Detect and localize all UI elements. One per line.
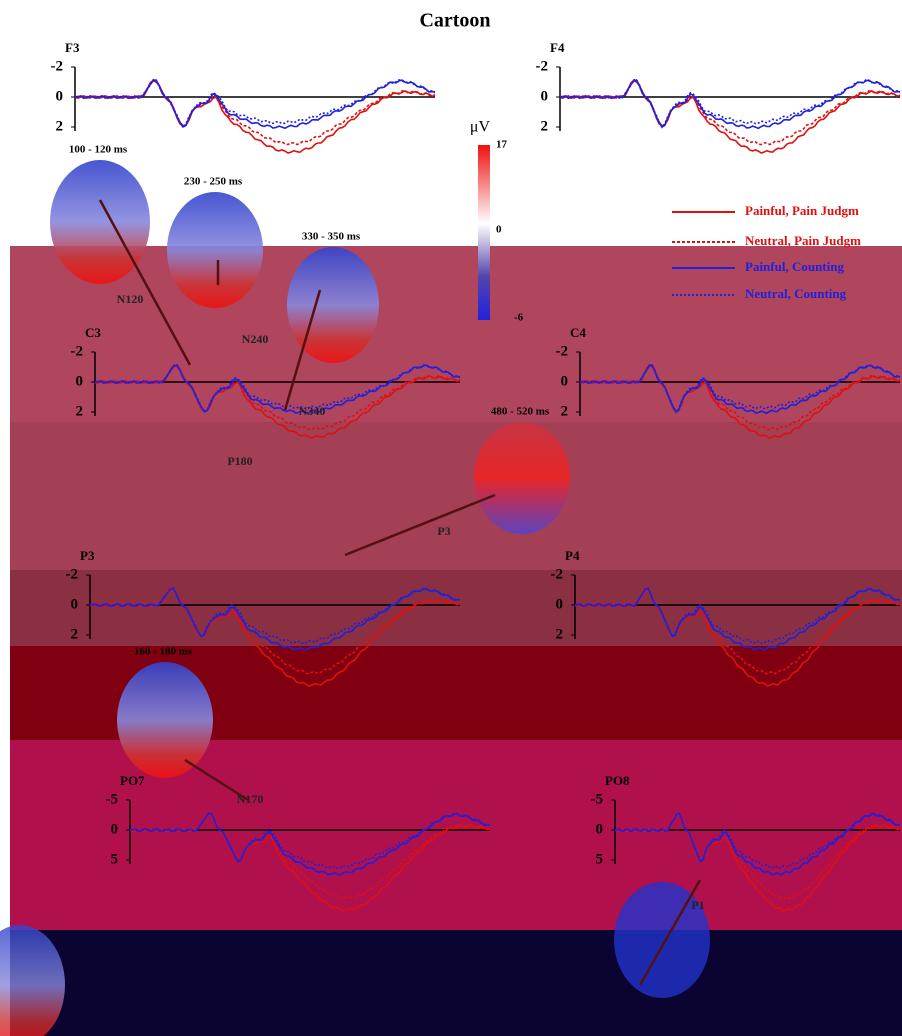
topomap-label: 100 - 120 ms	[69, 144, 128, 156]
y-tick-label: -2	[551, 566, 564, 582]
y-tick-label: 0	[596, 821, 604, 837]
waveform	[614, 811, 901, 870]
colorbar	[478, 145, 490, 320]
topomap-label: 160 - 180 ms	[134, 646, 193, 658]
waveform	[89, 587, 460, 651]
y-tick-label: 2	[76, 403, 84, 419]
topomap	[474, 422, 570, 534]
panel-label: F4	[550, 40, 565, 55]
y-tick-label: 5	[596, 851, 604, 867]
y-tick-label: 5	[111, 851, 119, 867]
colorbar-mid: 0	[496, 224, 502, 236]
component-label: P180	[227, 454, 252, 468]
topomap	[614, 882, 710, 998]
y-tick-label: -2	[71, 343, 84, 359]
legend-label: Neutral, Counting	[745, 286, 847, 301]
y-tick-label: 0	[556, 596, 564, 612]
component-label: N170	[237, 792, 264, 806]
waveform	[129, 812, 491, 870]
y-tick-label: -2	[536, 58, 549, 74]
panel-label: C4	[570, 325, 586, 340]
panel-label: C3	[85, 325, 101, 340]
colorbar-max: 17	[496, 139, 508, 151]
legend-label: Painful, Pain Judgm	[745, 203, 859, 218]
topomap	[287, 247, 379, 363]
topomap-label: 480 - 520 ms	[491, 406, 550, 418]
arrow	[283, 289, 322, 411]
waveform	[559, 79, 901, 154]
y-tick-label: 2	[561, 403, 569, 419]
panel-label: P3	[80, 548, 95, 563]
topomap-label: 330 - 350 ms	[302, 231, 361, 243]
waveform	[129, 812, 491, 912]
topomap	[50, 160, 150, 284]
colorbar-min: -6	[514, 312, 524, 324]
y-tick-label: 0	[541, 88, 549, 104]
waveform	[94, 364, 461, 439]
y-tick-label: 0	[71, 596, 79, 612]
y-tick-label: -2	[51, 58, 64, 74]
component-label: N340	[299, 404, 326, 418]
waveform	[559, 80, 901, 146]
component-label: N240	[242, 332, 269, 346]
component-label: N120	[117, 292, 144, 306]
y-tick-label: -5	[106, 791, 119, 807]
colorbar-unit: μV	[470, 119, 491, 136]
waveform	[579, 364, 901, 439]
topomap-label: 230 - 250 ms	[184, 176, 243, 188]
topomap	[167, 192, 263, 308]
background-bands	[10, 246, 902, 1036]
y-tick-label: 2	[71, 626, 79, 642]
y-tick-label: 0	[561, 373, 569, 389]
y-tick-label: 2	[556, 626, 564, 642]
topomap	[0, 925, 65, 1036]
waveform	[574, 587, 901, 687]
waveform	[74, 80, 436, 146]
component-label: P3	[437, 524, 450, 538]
y-tick-label: 0	[111, 821, 119, 837]
panel-label: P4	[565, 548, 580, 563]
waveform	[89, 587, 461, 645]
waveform	[579, 363, 900, 415]
waveform	[574, 587, 900, 651]
waveform	[579, 363, 901, 414]
arrow	[98, 199, 192, 366]
waveform	[559, 78, 901, 129]
figure-title: Cartoon	[419, 10, 490, 32]
component-label: P1	[691, 898, 704, 912]
y-tick-label: 2	[56, 118, 64, 134]
y-tick-label: 0	[76, 373, 84, 389]
waveform	[74, 79, 436, 154]
topomap	[117, 662, 213, 778]
y-tick-label: -5	[591, 791, 604, 807]
waveform	[89, 587, 461, 687]
y-tick-label: 2	[541, 118, 549, 134]
panel-label: PO7	[120, 773, 145, 788]
arrow	[638, 879, 702, 986]
waveform	[74, 78, 436, 129]
panel-label: F3	[65, 40, 80, 55]
y-tick-label: 0	[56, 88, 64, 104]
waveform	[614, 813, 901, 900]
arrow	[184, 758, 249, 802]
y-tick-label: -2	[556, 343, 569, 359]
legend-label: Painful, Counting	[745, 259, 844, 274]
waveform	[574, 587, 901, 645]
arrow	[344, 493, 496, 557]
y-tick-label: -2	[66, 566, 79, 582]
waveform	[94, 363, 461, 414]
panel-label: PO8	[605, 773, 630, 788]
waveform	[579, 365, 901, 431]
legend-label: Neutral, Pain Judgm	[745, 233, 861, 248]
waveform	[614, 812, 901, 912]
waveform	[574, 588, 901, 675]
waveform	[559, 78, 900, 130]
